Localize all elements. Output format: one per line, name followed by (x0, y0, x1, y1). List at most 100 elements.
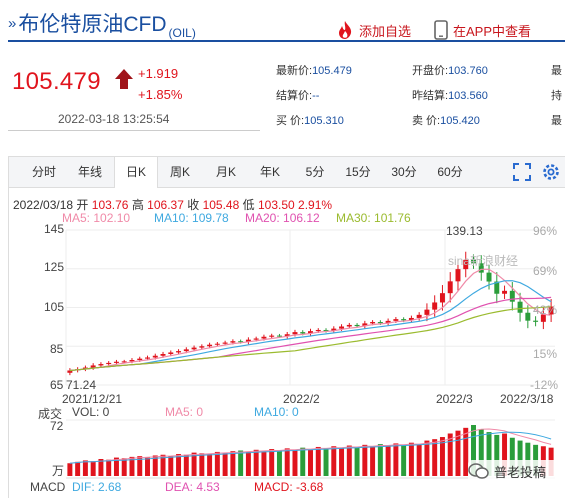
fullscreen-icon[interactable] (513, 163, 531, 181)
volume-bar (168, 456, 174, 476)
ma5-line (69, 268, 552, 372)
tab-intraday[interactable]: 分时 (31, 165, 56, 179)
candle-body (354, 324, 360, 327)
quote-field-settlement: 结算价:-- (276, 87, 319, 103)
vol-ma10-line (69, 431, 552, 464)
volume-bar (455, 430, 461, 476)
volume-ma-lines (69, 428, 552, 464)
candle-body (160, 354, 166, 356)
candle-body (230, 341, 236, 343)
tab-daily-k[interactable]: 日K (114, 157, 158, 188)
candle-body (222, 342, 228, 344)
tab-weekly-k[interactable]: 周K (169, 165, 190, 179)
tab-15min[interactable]: 15分 (345, 165, 371, 179)
moving-average-lines (69, 268, 552, 372)
candle-body (509, 290, 515, 302)
view-in-app-button[interactable]: 在APP中查看 (433, 20, 531, 40)
candle-body (370, 322, 376, 324)
quote-field-label: 卖 价: (412, 115, 441, 127)
quote-field-cut: 持 (551, 90, 562, 102)
quote-timestamp: 2022-03-18 13:25:54 (58, 112, 170, 126)
candle-body (82, 367, 88, 370)
volume-bar (416, 444, 422, 476)
volume-bar (183, 454, 189, 476)
candle-body (362, 323, 368, 327)
volume-bar (354, 446, 360, 476)
last-price: 105.479 (12, 68, 101, 95)
x-tick: 2021/12/21 (62, 392, 123, 406)
candle-body (207, 344, 213, 347)
volume-bar (300, 447, 306, 476)
candle-body (455, 269, 461, 282)
volume-bar (471, 425, 476, 476)
volume-bar (90, 461, 96, 476)
volume-bar (478, 429, 484, 476)
pct-tick: -12% (530, 378, 559, 392)
vol-ma10: MA10: 0 (254, 405, 299, 419)
volume-bar (106, 459, 112, 476)
settings-icon[interactable] (541, 162, 561, 182)
ma30-legend: MA30: 101.76 (336, 211, 411, 225)
candle-body (292, 332, 298, 335)
candle-body (478, 263, 484, 273)
volume-bar (82, 460, 88, 476)
volume-label: 成交 (38, 407, 63, 421)
y-tick: 85 (50, 342, 64, 356)
ma20-legend: MA20: 106.12 (245, 211, 320, 225)
add-watchlist-button[interactable]: 添加自选 (335, 20, 411, 40)
vol-unit: 万 (52, 464, 65, 478)
pct-tick: 15% (533, 347, 558, 361)
info-low-label: 低 (242, 198, 255, 212)
volume-bar (152, 455, 158, 476)
volume-bar (486, 432, 492, 476)
volume-bar (292, 449, 298, 476)
info-low: 103.50 (257, 198, 295, 212)
volume-bar (509, 437, 515, 476)
volume-bar (67, 463, 73, 476)
tab-year-line[interactable]: 年线 (77, 165, 102, 179)
volume-bar (199, 453, 205, 476)
volume-bar (222, 452, 228, 476)
y-tick: 105 (44, 300, 65, 314)
volume-bar (253, 449, 259, 476)
flame-icon (339, 21, 352, 39)
candle-body (393, 319, 399, 321)
volume-bar (331, 446, 337, 476)
tab-60min[interactable]: 60分 (437, 165, 463, 179)
tab-monthly-k[interactable]: 月K (215, 165, 236, 179)
quote-field-value: 105.420 (440, 115, 480, 127)
candle-body (121, 361, 127, 363)
quote-field-value: 103.760 (448, 65, 488, 77)
candle-body (269, 335, 275, 337)
candle-body (284, 334, 290, 337)
quote-field-label: 昨结算: (412, 90, 449, 102)
candle-body (533, 320, 539, 322)
candle-body (137, 358, 143, 361)
volume-bar (129, 456, 135, 476)
volume-bar (269, 449, 275, 476)
macd-dea: DEA: 4.53 (165, 480, 220, 494)
volume-bar (145, 457, 150, 476)
ma5-legend: MA5: 102.10 (62, 211, 131, 225)
candle-body (416, 314, 422, 318)
ohlc-info: 2022/03/18 开 103.76 高 106.37 收 105.48 低 … (13, 196, 332, 213)
volume-bar (517, 440, 523, 476)
vol-ma5: MA5: 0 (165, 405, 204, 419)
candle-body (191, 347, 197, 350)
quote-field-label: 结算价: (276, 90, 313, 102)
volume-bar (408, 442, 414, 476)
candle-body (253, 338, 259, 340)
info-high: 106.37 (147, 198, 184, 212)
quote-field-value: 103.560 (448, 90, 488, 102)
quote-field-label: 开盘价: (412, 65, 449, 77)
chart-grid (65, 229, 555, 479)
tab-5min[interactable]: 5分 (305, 165, 325, 179)
tab-30min[interactable]: 30分 (391, 165, 417, 179)
title-marker: » (8, 15, 17, 32)
candle-body (145, 357, 150, 359)
volume-bar (393, 443, 399, 476)
tab-yearly-k[interactable]: 年K (259, 165, 280, 179)
candle-body (540, 314, 546, 322)
candle-body (401, 319, 407, 321)
volume-bar (176, 454, 182, 476)
